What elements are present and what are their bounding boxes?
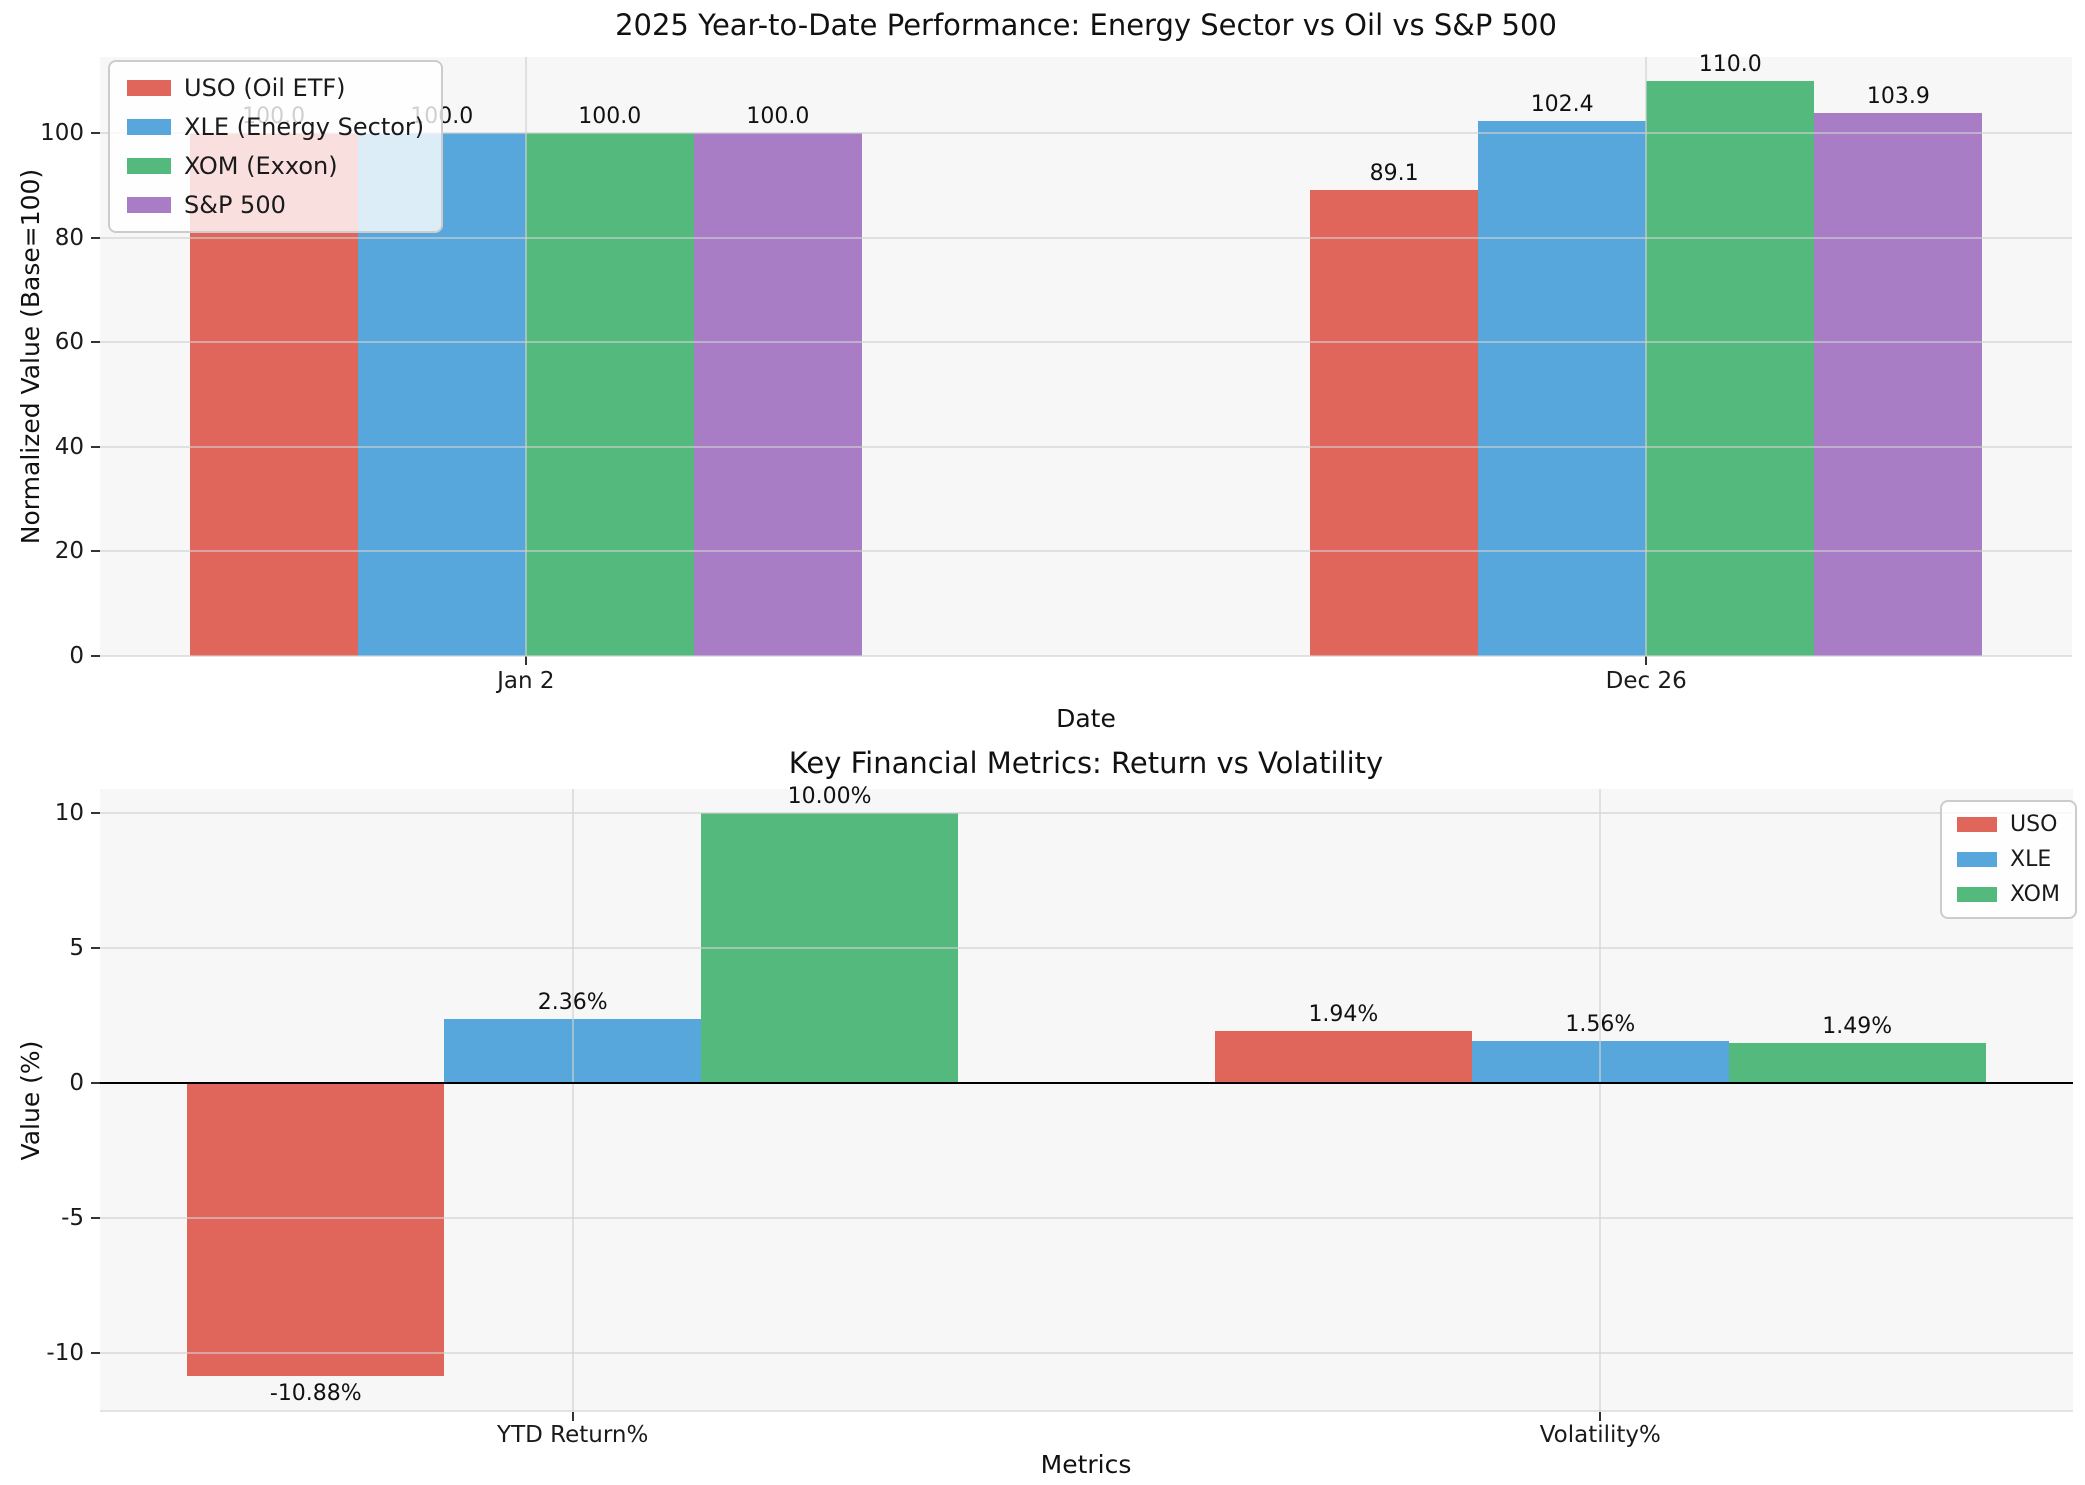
gridline-h [100, 445, 2072, 448]
bar-value-label: 100.0 [746, 104, 810, 130]
y-tick-label: 5 [69, 935, 84, 962]
x-tick-label-ytd-return: YTD Return% [497, 1422, 649, 1448]
bar-xle-energy-sector-dec-26 [1478, 120, 1647, 656]
y-tick-label: 20 [54, 538, 84, 565]
legend-swatch-s-p-500 [127, 197, 171, 213]
gridline-h [100, 655, 2072, 657]
gridline-h [100, 812, 2073, 815]
x-tick-label-volatility: Volatility% [1539, 1422, 1661, 1448]
y-tick-mark [91, 445, 100, 448]
y-tick-mark [91, 550, 100, 553]
bar-value-label: 100.0 [578, 104, 642, 130]
y-tick-label: 0 [69, 1069, 84, 1096]
bar-value-label: 1.94% [1308, 1001, 1379, 1027]
y-tick-label: -10 [46, 1339, 84, 1366]
legend-label: USO (Oil ETF) [184, 74, 346, 102]
chart-title-metrics: Key Financial Metrics: Return vs Volatil… [788, 746, 1384, 780]
bar-xom-volatility [1728, 1042, 1986, 1083]
bar-value-label: -10.88% [269, 1381, 362, 1407]
y-tick-mark [91, 812, 100, 815]
x-tick-mark [1645, 656, 1648, 665]
legend-swatch-uso [1957, 817, 1997, 832]
gridline-h [100, 947, 2073, 950]
legend-item: S&P 500 [127, 191, 424, 219]
y-tick-label: 40 [54, 433, 84, 460]
gridline-v [1645, 57, 1648, 656]
legend-item: XOM (Exxon) [127, 152, 424, 180]
gridline-h [100, 236, 2072, 239]
zero-line [100, 1081, 2073, 1085]
bar-value-label: 103.9 [1866, 83, 1930, 109]
legend-item: USO [1957, 812, 2060, 837]
bar-value-label: 1.49% [1822, 1013, 1893, 1039]
x-tick-mark [571, 1412, 574, 1421]
gridline-h [100, 1216, 2073, 1219]
y-tick-mark [91, 947, 100, 950]
legend-swatch-xom [1957, 887, 1997, 902]
bar-value-label: 2.36% [537, 990, 608, 1016]
y-tick-mark [91, 132, 100, 135]
gridline-v [524, 57, 527, 656]
legend: USO (Oil ETF) XLE (Energy Sector) XOM (Exx… [108, 60, 444, 233]
bar-s-p-500-jan-2 [693, 133, 862, 656]
legend-label: S&P 500 [184, 191, 286, 219]
legend-item: USO (Oil ETF) [127, 74, 424, 102]
y-tick-mark [91, 341, 100, 344]
y-tick-label: 80 [54, 224, 84, 251]
bar-value-label: 102.4 [1530, 91, 1594, 117]
gridline-h [100, 132, 2072, 135]
gridline-h [100, 341, 2072, 344]
x-axis-label-metrics: Metrics [1040, 1450, 1132, 1479]
chart-title-performance: 2025 Year-to-Date Performance: Energy Se… [615, 8, 1557, 42]
y-tick-label: -5 [61, 1204, 84, 1231]
bar-value-label: 89.1 [1369, 161, 1419, 187]
gridline-v [1599, 789, 1602, 1412]
bar-value-label: 110.0 [1698, 52, 1762, 78]
legend-label: XLE (Energy Sector) [184, 113, 425, 141]
legend-swatch-xom-exxon [127, 158, 171, 174]
legend-swatch-xle [1957, 852, 1997, 867]
legend-label: XOM [2010, 882, 2060, 907]
y-axis-label-value-pct: Value (%) [16, 1040, 45, 1161]
legend-swatch-xle-energy-sector [127, 119, 171, 135]
y-tick-mark [91, 1081, 100, 1084]
gridline-h [100, 550, 2072, 553]
x-tick-label-jan-2: Jan 2 [497, 668, 555, 694]
y-tick-label: 10 [54, 800, 84, 827]
y-tick-label: 60 [54, 329, 84, 356]
bar-xom-exxon-jan-2 [525, 133, 694, 656]
bar-value-label: 10.00% [787, 784, 872, 810]
bar-uso-volatility [1214, 1030, 1472, 1083]
x-axis-label-date: Date [1056, 704, 1116, 733]
bar-s-p-500-dec-26 [1814, 112, 1983, 656]
y-tick-mark [91, 1216, 100, 1219]
legend: USO XLE XOM [1940, 800, 2077, 919]
legend-item: XLE [1957, 847, 2060, 872]
y-tick-mark [91, 236, 100, 239]
legend-item: XLE (Energy Sector) [127, 113, 424, 141]
x-tick-mark [524, 656, 527, 665]
bar-value-label: 1.56% [1565, 1011, 1636, 1037]
gridline-h [100, 1351, 2073, 1354]
x-tick-label-dec-26: Dec 26 [1605, 668, 1687, 694]
legend-item: XOM [1957, 882, 2060, 907]
bar-uso-oil-etf-dec-26 [1310, 190, 1479, 656]
y-tick-mark [91, 1351, 100, 1354]
y-tick-label: 0 [69, 643, 84, 669]
legend-label: XOM (Exxon) [184, 152, 338, 180]
bar-uso-ytd-return [187, 1082, 445, 1377]
legend-swatch-uso-oil-etf [127, 80, 171, 96]
gridline-v [571, 789, 574, 1412]
y-tick-mark [91, 655, 100, 657]
bar-xom-exxon-dec-26 [1646, 81, 1815, 656]
y-tick-label: 100 [40, 120, 84, 147]
legend-label: USO [2010, 812, 2058, 837]
legend-label: XLE [2010, 847, 2052, 872]
x-tick-mark [1599, 1412, 1602, 1421]
